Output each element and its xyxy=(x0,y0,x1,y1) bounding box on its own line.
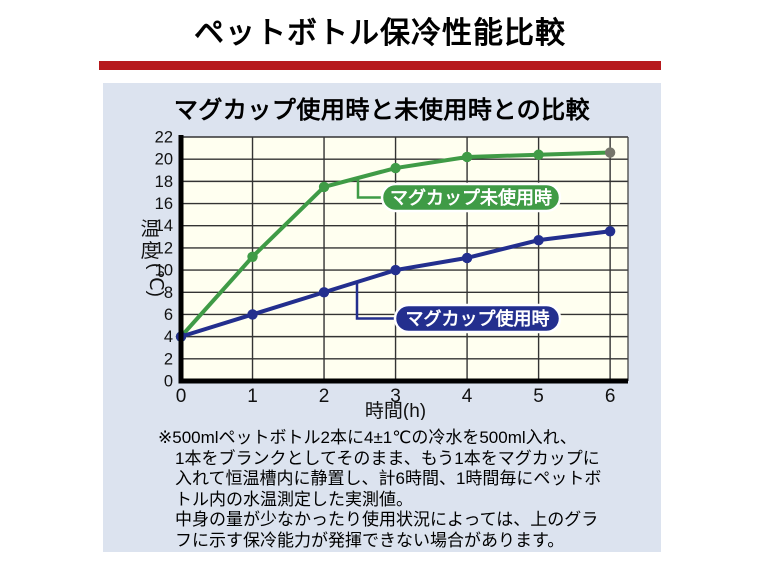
x-axis-ticks: 0 1 2 3 4 5 6 xyxy=(176,386,616,407)
footnote: ※500mlペットボトル2本に4±1℃の冷水を500ml入れ、 1本をブランクと… xyxy=(158,428,638,551)
y-tick-label: 2 xyxy=(164,350,173,368)
chart-title: マグカップ使用時と未使用時との比較 xyxy=(173,97,591,124)
x-tick-label: 0 xyxy=(176,386,187,407)
series-lines xyxy=(175,147,616,342)
data-point xyxy=(247,309,258,320)
footnote-line: 1本をブランクとしてそのまま、もう1本をマグカップに xyxy=(175,448,600,468)
y-tick-label: 18 xyxy=(155,173,173,191)
y-tick-label: 6 xyxy=(164,306,173,324)
leader-line-no-mug xyxy=(356,178,382,199)
footnote-line: ※500mlペットボトル2本に4±1℃の冷水を500ml入れ、 xyxy=(158,428,577,447)
data-point xyxy=(318,181,330,193)
y-tick-label: 14 xyxy=(155,217,173,235)
data-point xyxy=(604,226,616,237)
y-tick-label: 16 xyxy=(155,195,173,213)
y-axis-ticks: 0 2 4 6 8 10 12 14 16 18 20 22 xyxy=(155,129,173,391)
leader-line-mug xyxy=(355,282,395,320)
footnote-line: トル内の水温測定した実測値。 xyxy=(175,489,413,509)
y-tick-label: 22 xyxy=(155,129,173,147)
x-tick-label: 4 xyxy=(462,386,473,407)
svg-text:温: 温 xyxy=(140,218,159,240)
data-point xyxy=(461,151,473,163)
y-tick-label: 0 xyxy=(164,373,173,391)
page-title: ペットボトル保冷性能比較 xyxy=(194,17,566,50)
grid-lines xyxy=(180,136,628,382)
y-axis-title: 温 度 (℃) xyxy=(140,218,166,297)
series-label-no-mug: マグカップ未使用時 xyxy=(380,182,562,213)
y-tick-label: 8 xyxy=(164,284,173,302)
data-point xyxy=(533,149,544,160)
data-point xyxy=(318,287,330,298)
footnote-line: 中身の量が少なかったり使用状況によっては、上のグラ xyxy=(175,510,599,529)
y-tick-label: 10 xyxy=(155,262,173,280)
x-tick-label: 3 xyxy=(390,386,401,407)
accent-bar xyxy=(99,61,661,70)
data-point xyxy=(247,251,258,262)
svg-text:(℃): (℃) xyxy=(145,263,166,297)
series-label-mug-text: マグカップ使用時 xyxy=(406,308,550,329)
data-point xyxy=(390,162,401,174)
footnote-line: 入れて恒温槽内に静置し、計6時間、1時間毎にペットボ xyxy=(175,469,602,488)
y-tick-label: 20 xyxy=(155,151,173,169)
x-tick-label: 2 xyxy=(319,386,330,407)
data-point xyxy=(533,234,544,246)
svg-text:度: 度 xyxy=(140,240,159,262)
series-label-no-mug-text: マグカップ未使用時 xyxy=(390,187,552,208)
series-label-mug: マグカップ使用時 xyxy=(393,303,562,334)
x-tick-label: 5 xyxy=(533,386,544,407)
x-axis-title: 時間(h) xyxy=(365,400,426,420)
y-tick-label: 12 xyxy=(155,239,173,257)
footnote-line: フに示す保冷能力が発揮できない場合があります。 xyxy=(175,530,565,550)
data-point xyxy=(461,252,473,264)
data-point xyxy=(604,147,616,158)
x-tick-label: 6 xyxy=(605,386,616,407)
x-tick-label: 1 xyxy=(247,386,258,407)
data-point xyxy=(390,264,401,276)
y-tick-label: 4 xyxy=(164,328,173,346)
